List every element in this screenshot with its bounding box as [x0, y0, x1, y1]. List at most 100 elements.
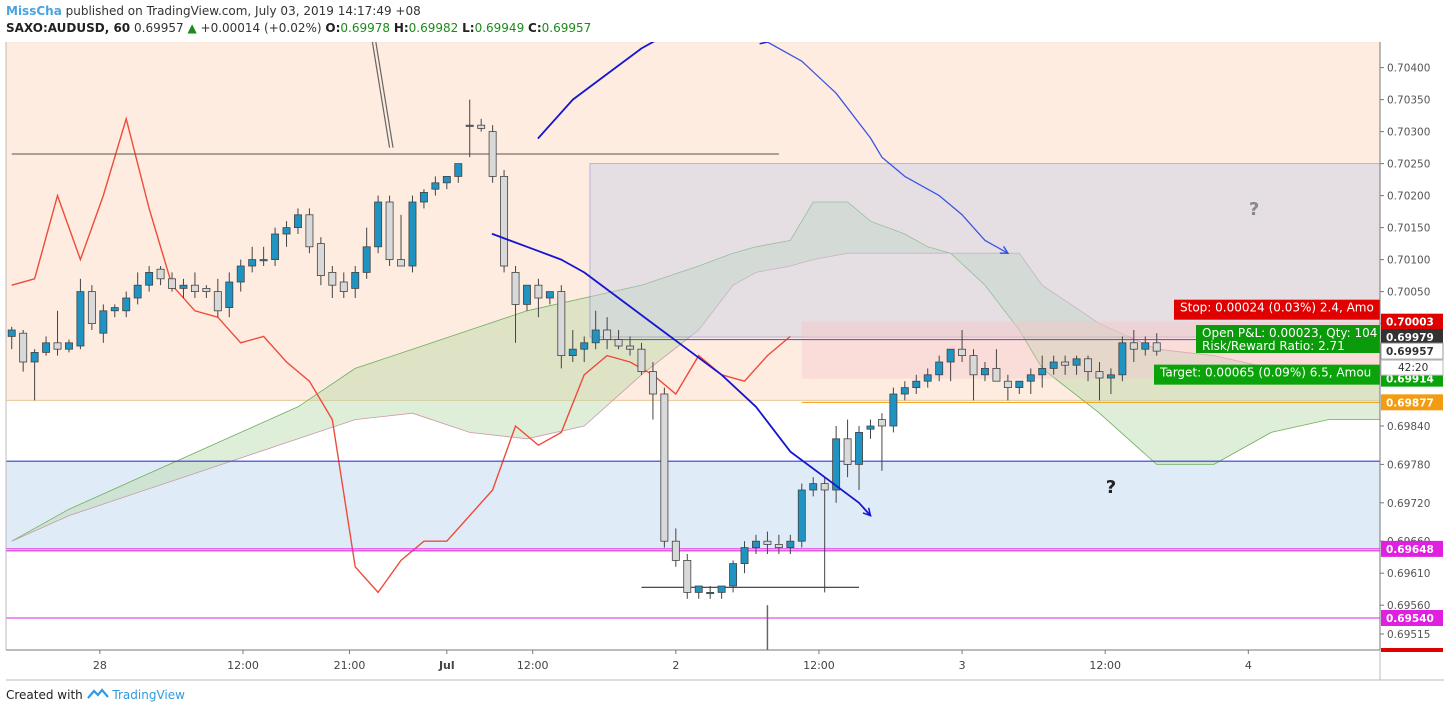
candle-body-up	[1072, 358, 1081, 366]
question-annotation: ?	[1106, 477, 1116, 498]
candle	[156, 266, 165, 286]
candle-body-up	[362, 246, 371, 273]
candle	[774, 534, 783, 554]
candle-body-up	[374, 201, 383, 248]
close-value: 0.69957	[541, 21, 592, 35]
candle	[981, 362, 989, 382]
footer: Created with TradingView	[6, 688, 185, 702]
candle-body-up	[42, 342, 51, 353]
timer-text: 42:20	[1398, 362, 1428, 374]
symbol-label[interactable]: SAXO:AUDUSD, 60	[6, 21, 131, 35]
svg-text:Risk/Reward Ratio: 2.71: Risk/Reward Ratio: 2.71	[1202, 339, 1345, 353]
red-indicator-line	[11, 116, 791, 594]
price-tick-label: 0.70300	[1387, 127, 1430, 139]
candle	[958, 330, 967, 362]
price-tick-label: 0.70400	[1387, 63, 1430, 75]
time-tick-label: 12:00	[1089, 659, 1121, 672]
candle	[374, 195, 383, 254]
ichimoku-cloud	[11, 202, 1380, 542]
candle-body-up	[259, 259, 268, 262]
candle-body-up	[294, 214, 302, 229]
candle	[190, 272, 199, 298]
candle-body-up	[236, 265, 245, 283]
candle	[500, 170, 509, 273]
candle-body-down	[202, 287, 211, 292]
candle	[30, 349, 39, 401]
candle-body-up	[1015, 380, 1024, 389]
candle	[889, 387, 898, 433]
candle	[145, 266, 154, 292]
candle	[763, 531, 772, 554]
candle	[1003, 374, 1012, 401]
candle	[351, 266, 360, 298]
publish-info: MissCha published on TradingView.com, Ju…	[6, 4, 421, 18]
price-tag: 0.69877	[1381, 394, 1443, 411]
candle	[694, 585, 703, 599]
candle	[442, 175, 451, 190]
candle-body-up	[889, 393, 898, 427]
candle	[626, 336, 634, 356]
candle	[603, 317, 612, 350]
candle-body-down	[877, 419, 886, 427]
candle	[935, 355, 944, 382]
candle	[248, 246, 257, 273]
candle	[271, 227, 280, 266]
candle-body-down	[774, 544, 783, 549]
candle-body-down	[1095, 371, 1104, 379]
candle	[465, 99, 474, 158]
author-name[interactable]: MissCha	[6, 4, 62, 18]
candle-body-down	[397, 259, 405, 267]
candle-body-down	[671, 540, 680, 561]
price-tag: 0.69540	[1381, 610, 1443, 626]
candle-body-up	[133, 284, 142, 299]
candle-body-up	[729, 563, 738, 587]
target-label: Target: 0.00065 (0.09%) 6.5, Amou	[1154, 364, 1380, 385]
candle	[282, 221, 291, 247]
candle-body-up	[351, 271, 360, 289]
price-tag-text: 0.69957	[1386, 346, 1434, 358]
candle-body-down	[1061, 361, 1070, 366]
arrow-head-icon	[759, 42, 769, 45]
candle-body-down	[660, 393, 669, 542]
candle	[683, 554, 692, 599]
price-tag-text: 0.69648	[1386, 544, 1434, 556]
candle-body-down	[1129, 342, 1138, 350]
candle	[1118, 336, 1127, 382]
candle	[42, 336, 51, 356]
arrow-head-icon	[999, 246, 1010, 254]
candle	[786, 534, 795, 554]
candle-body-up	[30, 351, 39, 363]
candle	[1084, 355, 1092, 382]
candle-body-down	[316, 243, 325, 277]
orange-zone	[6, 42, 1380, 401]
candle-body-down	[1003, 380, 1012, 389]
candle	[362, 227, 371, 279]
candle-body-up	[1118, 342, 1127, 376]
tradingview-brand[interactable]: TradingView	[112, 688, 185, 702]
candle	[969, 349, 978, 401]
trend-line-top	[371, 42, 391, 148]
price-tag-text: 0.69914	[1386, 374, 1434, 386]
candle-body-up	[855, 431, 863, 465]
candle-body-up	[740, 547, 749, 564]
candle	[671, 528, 680, 567]
candle-body-up	[935, 361, 944, 376]
candle-body-down	[500, 175, 509, 267]
candle	[568, 330, 577, 362]
time-tick-label: 12:00	[517, 659, 549, 672]
low-value: 0.69949	[474, 21, 525, 35]
candle	[797, 483, 806, 548]
candle	[1141, 336, 1150, 356]
price-tick-label: 0.70250	[1387, 159, 1430, 171]
trend-line-top-2	[375, 42, 394, 148]
candle	[179, 278, 188, 298]
price-tick-label: 0.70200	[1387, 191, 1430, 203]
price-tick-label: 0.70350	[1387, 95, 1430, 107]
publish-text: published on TradingView.com, July 03, 2…	[65, 4, 421, 18]
candle-body-up	[752, 540, 760, 549]
candle-body-up	[545, 291, 554, 299]
close-label: C:	[528, 21, 542, 35]
price-tick-label: 0.69515	[1387, 629, 1430, 641]
price-tick-label: 0.70100	[1387, 255, 1430, 267]
